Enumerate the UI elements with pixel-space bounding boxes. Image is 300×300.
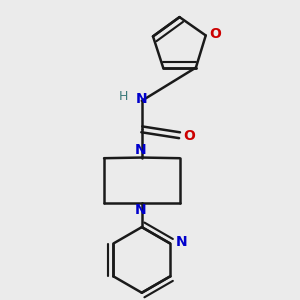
- Text: N: N: [134, 203, 146, 217]
- Text: O: O: [183, 129, 195, 143]
- Text: H: H: [119, 90, 128, 103]
- Text: N: N: [136, 92, 148, 106]
- Text: N: N: [134, 143, 146, 157]
- Text: O: O: [210, 27, 221, 41]
- Text: N: N: [176, 235, 188, 249]
